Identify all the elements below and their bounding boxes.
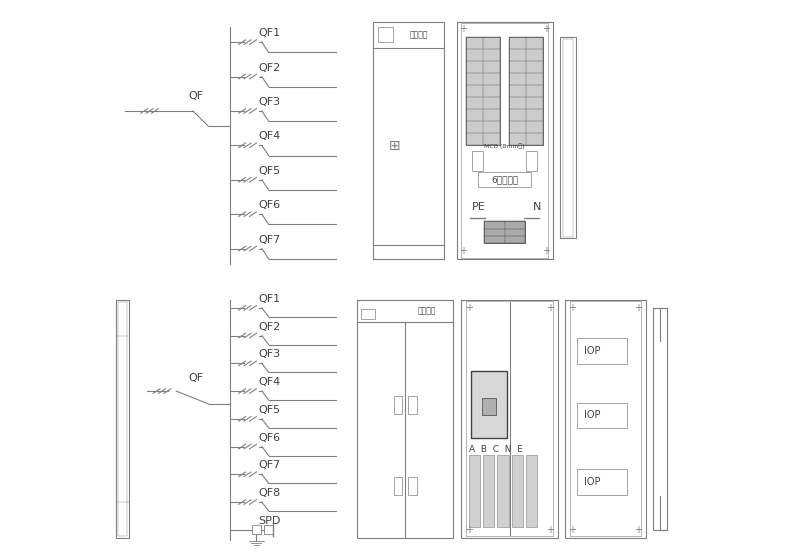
Bar <box>472 150 483 171</box>
Bar <box>570 301 641 537</box>
Bar <box>378 27 394 42</box>
Bar <box>394 396 402 414</box>
Bar <box>361 309 374 319</box>
Text: +: + <box>546 525 554 535</box>
Text: 6位排骨架: 6位排骨架 <box>491 175 518 184</box>
Text: A  B  C  N  E: A B C N E <box>469 445 522 454</box>
Bar <box>478 172 531 187</box>
Text: N: N <box>533 202 542 212</box>
Bar <box>526 150 537 171</box>
Text: +: + <box>569 303 577 313</box>
Text: +: + <box>542 246 550 256</box>
Bar <box>526 455 537 527</box>
Text: QF5: QF5 <box>258 166 280 176</box>
Bar <box>578 338 627 364</box>
Text: +: + <box>465 303 473 313</box>
Text: QF6: QF6 <box>258 200 280 210</box>
Text: 控制柜牌: 控制柜牌 <box>418 306 436 315</box>
Text: +: + <box>634 303 642 313</box>
Text: IOP: IOP <box>584 347 600 356</box>
Text: IOP: IOP <box>584 410 600 420</box>
Text: QF5: QF5 <box>258 405 280 415</box>
Text: QF3: QF3 <box>258 97 280 107</box>
Text: QF: QF <box>189 91 204 101</box>
Text: 控制柜牌: 控制柜牌 <box>410 30 429 39</box>
Text: QF1: QF1 <box>258 294 280 304</box>
Bar <box>653 308 666 530</box>
Text: QF: QF <box>189 373 204 383</box>
Bar <box>498 455 509 527</box>
Bar <box>562 39 573 236</box>
Text: QF2: QF2 <box>258 63 280 73</box>
Text: QF2: QF2 <box>258 322 280 331</box>
Bar <box>462 300 558 538</box>
Bar <box>358 300 454 538</box>
Text: SPD: SPD <box>258 516 281 526</box>
Bar <box>466 37 500 145</box>
Bar <box>409 477 417 495</box>
Text: +: + <box>465 525 473 535</box>
Bar <box>466 301 553 537</box>
Text: +: + <box>458 246 466 256</box>
Bar <box>115 300 129 538</box>
Text: +: + <box>569 525 577 535</box>
Text: QF6: QF6 <box>258 433 280 443</box>
Bar <box>252 525 261 534</box>
Bar <box>565 300 646 538</box>
Bar <box>409 396 417 414</box>
Bar <box>482 398 496 415</box>
Text: PE: PE <box>472 202 486 212</box>
Bar <box>264 525 273 534</box>
Text: ⊞: ⊞ <box>388 139 400 153</box>
Text: +: + <box>542 24 550 34</box>
Bar <box>469 455 480 527</box>
Text: MCB (8mm宽): MCB (8mm宽) <box>484 144 525 149</box>
Text: QF4: QF4 <box>258 131 280 141</box>
Bar <box>578 469 627 495</box>
Bar <box>578 402 627 428</box>
Text: IOP: IOP <box>584 477 600 487</box>
Bar <box>483 455 494 527</box>
Bar <box>118 302 126 536</box>
Text: +: + <box>634 525 642 535</box>
Text: QF4: QF4 <box>258 377 280 387</box>
Bar <box>373 21 444 259</box>
Text: QF7: QF7 <box>258 235 280 245</box>
Bar <box>462 22 548 258</box>
Text: +: + <box>546 303 554 313</box>
Bar <box>485 221 525 243</box>
Bar <box>510 37 543 145</box>
Bar <box>512 455 523 527</box>
Text: QF1: QF1 <box>258 29 280 38</box>
Text: +: + <box>458 24 466 34</box>
Bar <box>560 37 575 238</box>
Text: QF3: QF3 <box>258 349 280 359</box>
Bar <box>394 477 402 495</box>
Bar <box>470 371 507 438</box>
Bar <box>457 21 553 259</box>
Text: QF7: QF7 <box>258 461 280 471</box>
Text: QF8: QF8 <box>258 488 280 498</box>
